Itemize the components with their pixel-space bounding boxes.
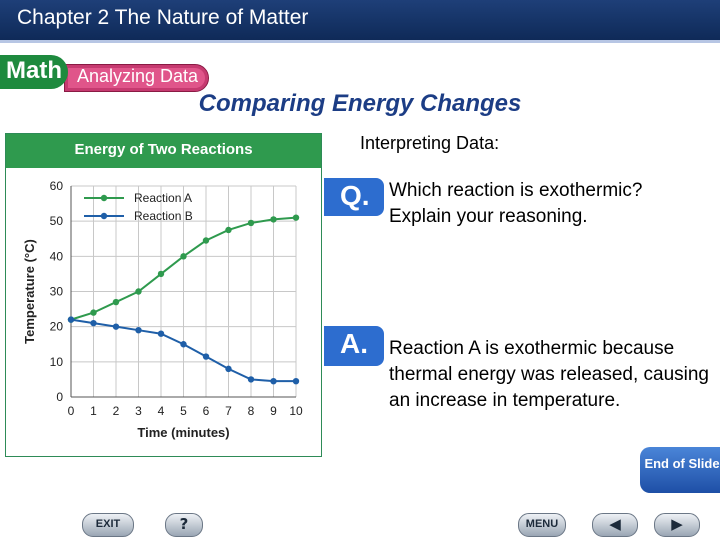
data-point [157, 330, 165, 337]
header-bar: Chapter 2 The Nature of Matter [0, 0, 720, 40]
data-point [112, 298, 120, 306]
slide-title: Comparing Energy Changes [198, 90, 522, 117]
data-point [202, 237, 210, 244]
header-divider [0, 40, 720, 43]
x-tick-label: 10 [289, 404, 303, 418]
analyzing-data-tab: Analyzing Data [64, 64, 209, 92]
data-point [270, 377, 277, 385]
x-axis-title: Time (minutes) [137, 425, 229, 440]
legend-label: Reaction B [134, 209, 193, 223]
question-text: Which reaction is exothermic? Explain yo… [389, 180, 643, 227]
y-tick-label: 30 [50, 285, 64, 299]
data-point [112, 323, 120, 330]
end-of-slide-button[interactable]: End of Slide [640, 447, 720, 493]
data-point [180, 253, 187, 260]
y-tick-label: 40 [50, 249, 64, 263]
x-tick-label: 5 [180, 404, 187, 418]
help-icon: ? [179, 515, 189, 533]
x-tick-label: 1 [90, 404, 97, 418]
data-point [225, 365, 232, 373]
data-point [180, 341, 187, 348]
y-tick-label: 0 [56, 390, 63, 404]
answer-badge: A. [324, 326, 384, 366]
previous-button[interactable]: ◀ [592, 513, 638, 537]
data-point [157, 270, 165, 278]
exit-button[interactable]: EXIT [82, 513, 134, 537]
x-tick-label: 4 [158, 404, 165, 418]
legend-swatch-marker [100, 212, 108, 220]
chart-title: Energy of Two Reactions [74, 141, 253, 158]
x-tick-label: 0 [68, 404, 75, 418]
x-tick-label: 6 [203, 404, 210, 418]
y-tick-label: 20 [50, 320, 64, 334]
interpreting-data-heading: Interpreting Data: [360, 133, 500, 153]
chapter-title: Chapter 2 The Nature of Matter [17, 6, 309, 29]
data-point [67, 316, 75, 323]
legend-label: Reaction A [134, 191, 192, 205]
help-button[interactable]: ? [165, 513, 203, 537]
chart-banner: Energy of Two Reactions [6, 134, 321, 168]
question-badge: Q. [324, 178, 384, 216]
data-point [292, 377, 300, 385]
data-point [135, 326, 142, 334]
data-point [90, 319, 97, 327]
x-tick-label: 7 [225, 404, 232, 418]
chart-panel: Energy of Two Reactions 0 1 2 3 4 5 6 7 8 9 10 0 10 2… [5, 133, 322, 457]
data-point [247, 376, 255, 383]
y-tick-label: 50 [50, 214, 64, 228]
answer-badge-label: A. [340, 328, 368, 359]
arrow-left-icon: ◀ [609, 515, 621, 533]
y-tick-label: 10 [50, 355, 64, 369]
menu-button[interactable]: MENU [518, 513, 566, 537]
x-tick-label: 9 [270, 404, 277, 418]
data-point [292, 214, 300, 221]
energy-line-chart: 0 1 2 3 4 5 6 7 8 9 10 0 10 20 30 40 50 60 Time (minutes) T… [22, 179, 303, 440]
menu-label: MENU [525, 518, 559, 530]
end-of-slide-label: End of Slide [644, 456, 720, 471]
y-axis-title: Temperature (°C) [22, 239, 37, 344]
data-point [90, 309, 97, 316]
x-tick-label: 8 [248, 404, 255, 418]
math-label: Math [6, 57, 62, 84]
exit-label: EXIT [95, 518, 121, 530]
x-tick-label: 3 [135, 404, 142, 418]
arrow-right-icon: ▶ [671, 515, 683, 533]
y-tick-label: 60 [50, 179, 64, 193]
answer-text: Reaction A is exothermic because thermal… [389, 338, 710, 411]
data-point [247, 219, 255, 227]
data-point [225, 226, 232, 234]
data-point [135, 288, 142, 295]
data-point [270, 216, 277, 223]
x-tick-label: 2 [113, 404, 120, 418]
analyzing-data-label: Analyzing Data [77, 66, 199, 86]
data-point [202, 353, 210, 360]
legend-swatch-marker [100, 194, 108, 202]
next-button[interactable]: ▶ [654, 513, 700, 537]
math-tab: Math [0, 55, 68, 89]
question-badge-label: Q. [340, 180, 370, 211]
